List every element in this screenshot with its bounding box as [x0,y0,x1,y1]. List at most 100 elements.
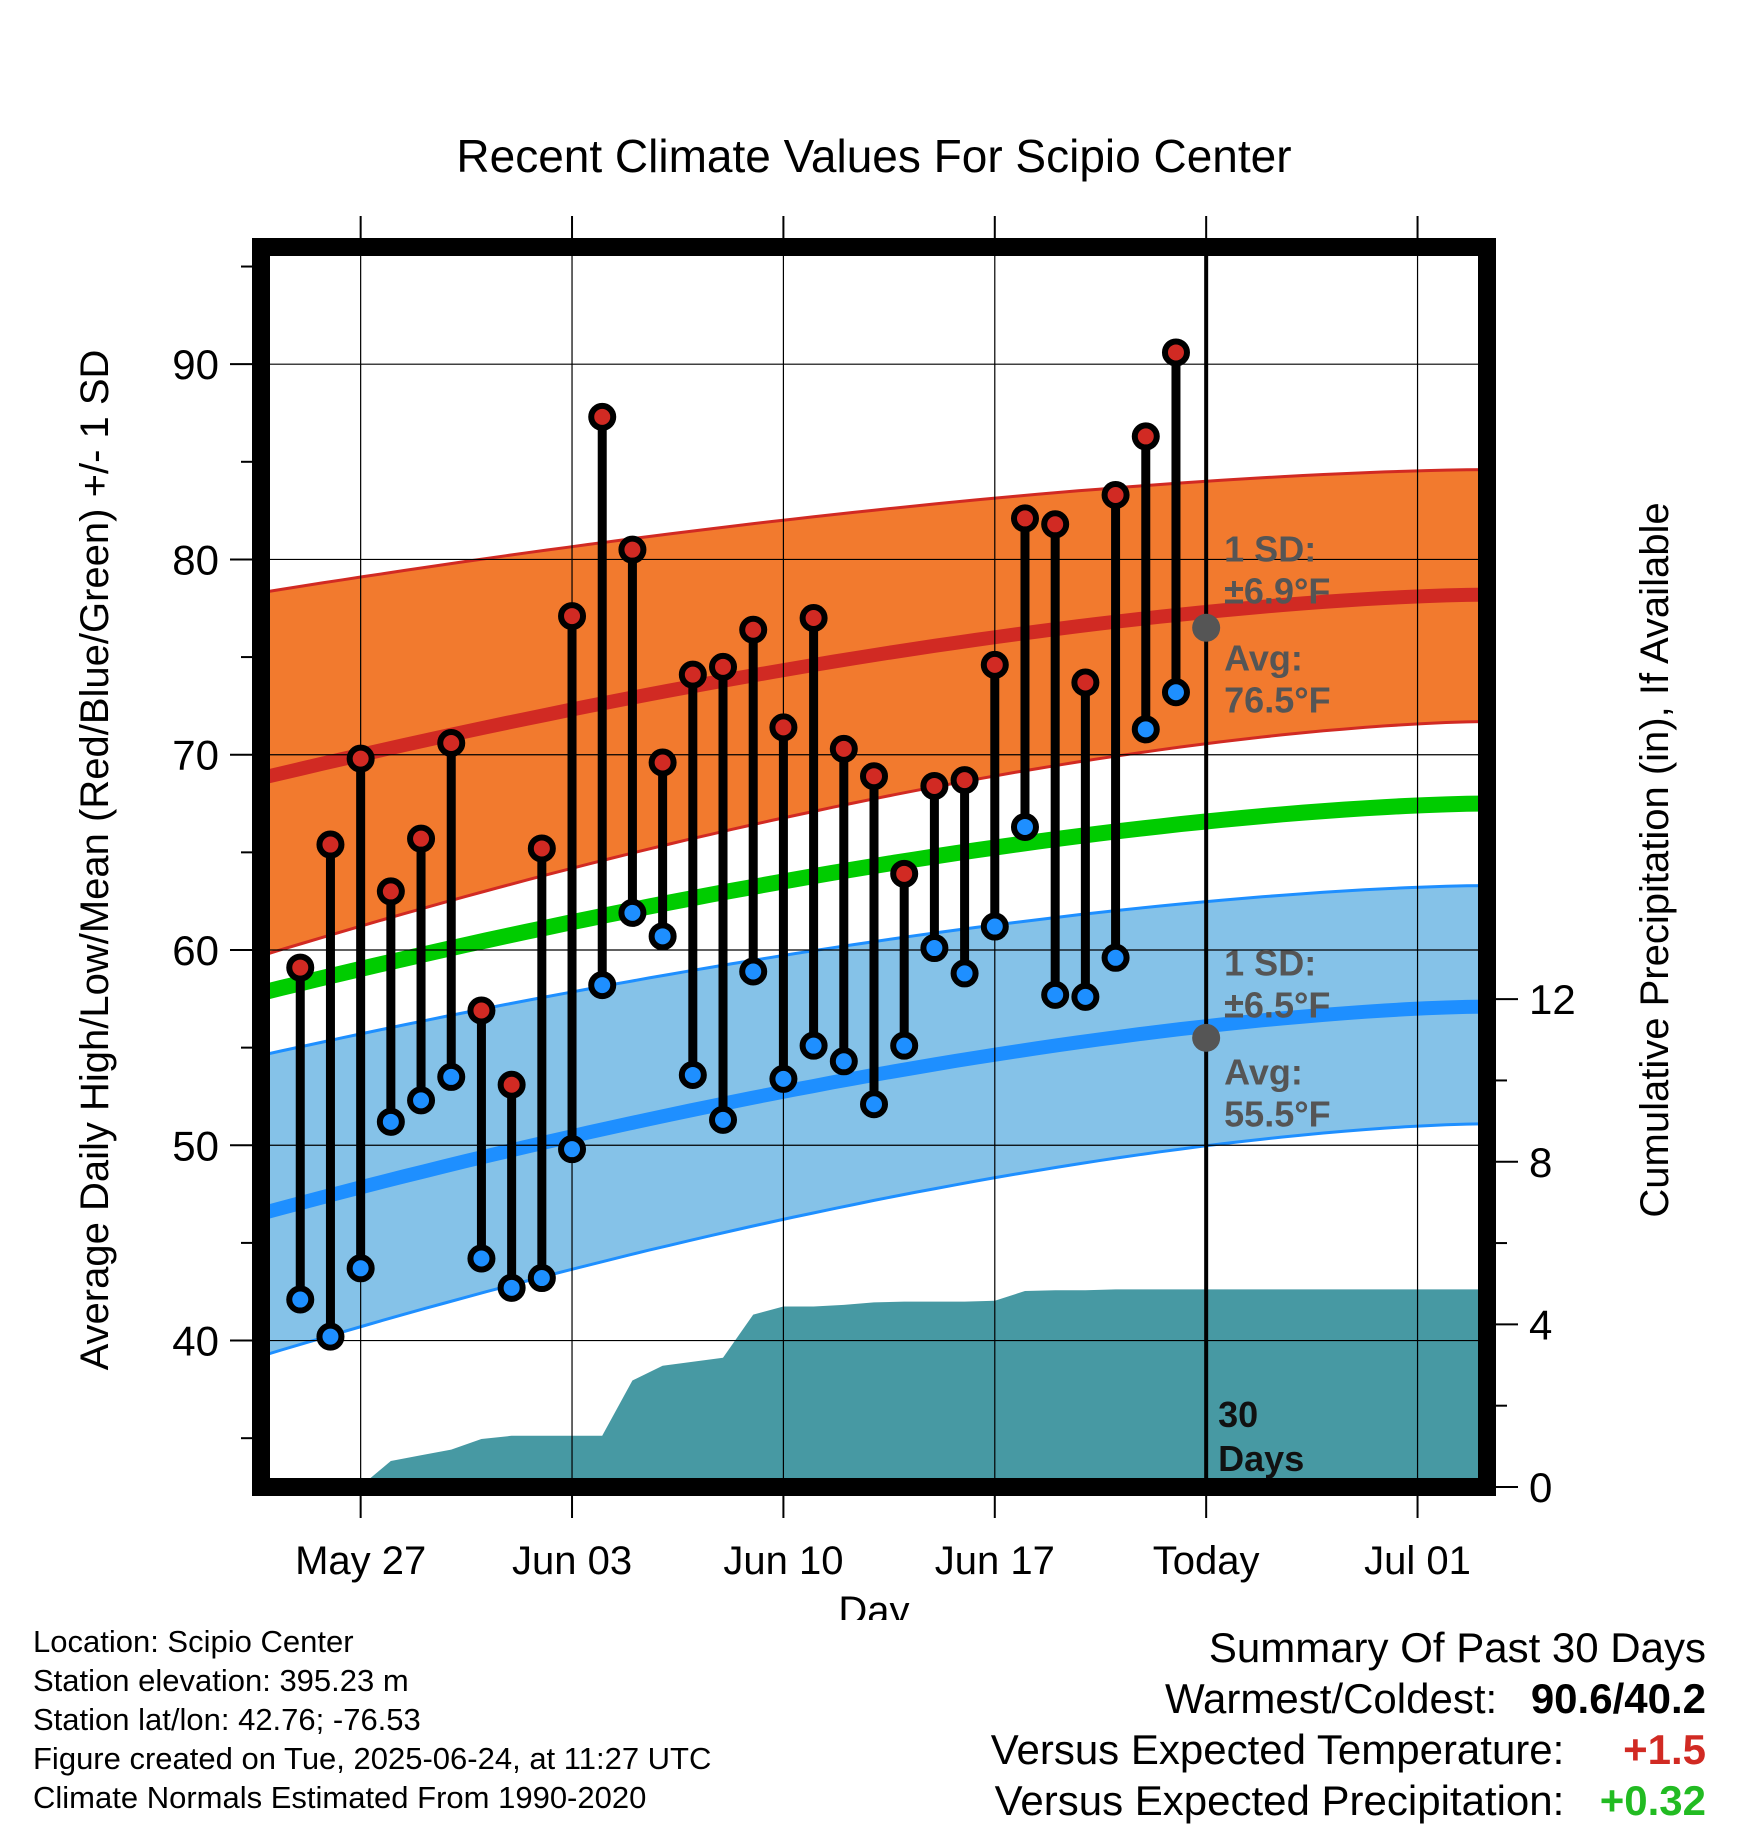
x-tick-label: Jun 03 [512,1539,632,1583]
daily-low-point [950,959,979,988]
y-tick-label: 50 [172,1122,219,1169]
daily-low-point [588,971,617,1000]
daily-low-point [648,922,677,951]
high-sd-annotation-line1: 1 SD: [1224,528,1316,569]
daily-low-point [467,1244,496,1273]
avg-high-line [261,587,1487,785]
daily-low-point [558,1135,587,1164]
y2-axis-label: Cumulative Precipitation (in), If Availa… [1633,502,1677,1217]
precipitation-label: Versus Expected Precipitation: [994,1777,1565,1824]
climate-chart: Recent Climate Values For Scipio Center … [73,130,1677,1620]
daily-high-point [316,830,345,859]
today-avg-high-marker [1192,613,1221,642]
daily-low-point [1131,715,1160,744]
daily-low-point [1101,943,1130,972]
temperature-label: Versus Expected Temperature: [990,1726,1565,1773]
daily-high-point [890,859,919,888]
x-tick-label: Jun 10 [723,1539,843,1583]
days-label-unit: Days [1218,1438,1304,1479]
high-sd-annotation-line2: ±6.9°F [1224,570,1330,611]
daily-low-point [407,1086,436,1115]
station-info: Location: Scipio Center Station elevatio… [33,1622,711,1817]
daily-high-point [558,602,587,631]
daily-high-point [739,615,768,644]
precipitation-value: +0.32 [1599,1777,1706,1824]
daily-high-point [437,729,466,757]
days-label-number: 30 [1218,1394,1258,1435]
plot-frame [252,238,1496,1496]
daily-high-point [678,660,707,689]
summary-panel: Summary Of Past 30 Days Warmest/Coldest:… [991,1622,1706,1826]
daily-low-point [497,1273,526,1302]
y-axis-label: Average Daily High/Low/Mean (Red/Blue/Gr… [73,350,117,1371]
daily-low-point [376,1107,405,1136]
location-text: Location: Scipio Center [33,1624,354,1659]
today-avg-low-marker [1192,1023,1221,1052]
precipitation-area [300,1289,1487,1487]
precipitation-row: Versus Expected Precipitation: +0.32 [991,1775,1706,1826]
daily-high-point [1161,338,1190,367]
daily-low-point [829,1047,858,1076]
x-tick-label: Jun 17 [935,1539,1055,1583]
daily-low-point [860,1090,888,1119]
daily-low-point [527,1264,556,1293]
x-tick-label: Today [1153,1539,1260,1583]
x-tick-label: May 27 [295,1539,426,1583]
daily-low-point [739,957,768,986]
daily-high-point [769,713,798,742]
latlon-text: Station lat/lon: 42.76; -76.53 [33,1702,421,1737]
daily-low-point [799,1031,828,1060]
daily-high-point [950,766,979,795]
daily-high-point [1131,422,1160,451]
elevation-text: Station elevation: 395.23 m [33,1663,409,1698]
y2-tick-label: 12 [1529,976,1576,1023]
daily-high-point [799,604,828,633]
low-avg-annotation-line2: 55.5°F [1224,1094,1330,1135]
daily-low-point [1071,982,1100,1011]
created-text: Figure created on Tue, 2025-06-24, at 11… [33,1741,712,1776]
daily-high-point [1041,510,1070,539]
summary-heading: Summary Of Past 30 Days [1208,1624,1706,1671]
daily-high-point [618,535,647,564]
daily-high-point [860,762,888,791]
daily-high-point [1101,481,1130,509]
y2-tick-label: 0 [1529,1464,1552,1511]
y2-tick-label: 8 [1529,1139,1552,1186]
y-tick-label: 60 [172,927,219,974]
high-sd-upper-line [261,468,1487,595]
daily-low-point [920,934,949,963]
daily-high-point [1071,668,1100,697]
warmest-coldest-value: 90.6/40.2 [1530,1675,1706,1722]
low-sd-annotation-line2: ±6.5°F [1224,984,1330,1025]
daily-low-point [678,1060,707,1089]
daily-high-point [376,877,405,906]
daily-high-point [467,996,496,1025]
daily-low-point [618,898,647,927]
y-tick-label: 90 [172,341,219,388]
daily-low-point [980,912,1009,941]
daily-high-point [588,402,617,431]
daily-high-point [829,734,858,763]
warmest-coldest-label: Warmest/Coldest: [1164,1675,1498,1722]
daily-high-point [920,771,949,800]
daily-high-point [497,1070,526,1099]
normals-text: Climate Normals Estimated From 1990-2020 [33,1780,647,1815]
high-sd-band [261,469,1487,956]
daily-low-point [709,1105,738,1134]
y-tick-label: 70 [172,732,219,779]
daily-high-point [709,652,738,681]
low-sd-annotation-line1: 1 SD: [1224,942,1316,983]
daily-low-point [1010,812,1039,841]
y-tick-label: 80 [172,536,219,583]
daily-high-point [648,748,677,777]
y2-tick-label: 4 [1529,1301,1552,1348]
daily-low-point [769,1064,798,1093]
daily-high-point [407,824,436,853]
daily-high-point [980,650,1009,679]
daily-low-point [437,1062,466,1091]
daily-high-point [286,953,315,982]
daily-low-point [286,1285,315,1314]
temperature-value: +1.5 [1623,1726,1706,1773]
daily-high-point [1010,504,1039,533]
